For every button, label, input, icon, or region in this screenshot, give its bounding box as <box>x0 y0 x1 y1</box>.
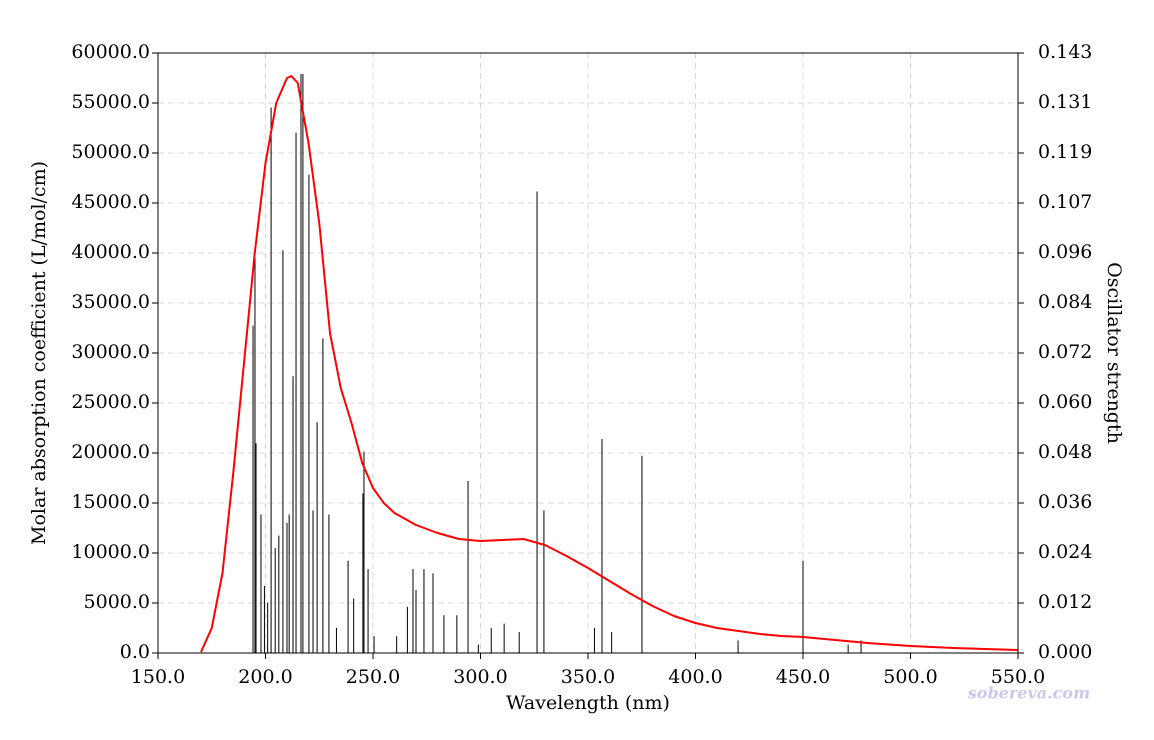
y2-tick-label: 0.143 <box>1038 41 1092 63</box>
x-tick-label: 500.0 <box>883 666 937 688</box>
y2-tick-label: 0.119 <box>1038 141 1092 163</box>
x-tick-label: 350.0 <box>561 666 615 688</box>
y2-tick-label: 0.107 <box>1038 191 1092 213</box>
y2-tick-label: 0.084 <box>1038 291 1092 313</box>
y2-tick-label: 0.072 <box>1038 341 1092 363</box>
y2-tick-label: 0.012 <box>1038 591 1092 613</box>
x-tick-label: 150.0 <box>131 666 185 688</box>
y-tick-label: 60000.0 <box>71 41 150 63</box>
x-tick-label: 250.0 <box>346 666 400 688</box>
y2-tick-label: 0.048 <box>1038 441 1092 463</box>
y2-tick-label: 0.060 <box>1038 391 1092 413</box>
x-tick-label: 200.0 <box>238 666 292 688</box>
spectrum-line <box>200 75 1019 653</box>
y-tick-label: 35000.0 <box>71 291 150 313</box>
y-tick-label: 10000.0 <box>71 541 150 563</box>
y2-axis-title: Oscillator strength <box>1103 262 1125 444</box>
x-tick-label: 300.0 <box>453 666 507 688</box>
y2-tick-label: 0.000 <box>1038 641 1092 663</box>
y2-tick-label: 0.131 <box>1038 91 1092 113</box>
y-tick-label: 55000.0 <box>71 91 150 113</box>
y-tick-label: 20000.0 <box>71 441 150 463</box>
y2-tick-label: 0.024 <box>1038 541 1092 563</box>
y-tick-label: 30000.0 <box>71 341 150 363</box>
x-tick-label: 450.0 <box>776 666 830 688</box>
y-tick-label: 50000.0 <box>71 141 150 163</box>
y-axis-title: Molar absorption coefficient (L/mol/cm) <box>28 161 50 545</box>
y-tick-label: 15000.0 <box>71 491 150 513</box>
y-tick-label: 25000.0 <box>71 391 150 413</box>
watermark: sobereva.com <box>967 684 1090 703</box>
x-axis-title: Wavelength (nm) <box>506 692 670 714</box>
y2-tick-label: 0.096 <box>1038 241 1092 263</box>
y-tick-label: 0.0 <box>120 641 150 663</box>
y-tick-label: 45000.0 <box>71 191 150 213</box>
plot-frame <box>157 52 1019 654</box>
y-tick-label: 40000.0 <box>71 241 150 263</box>
y2-tick-label: 0.036 <box>1038 491 1092 513</box>
x-tick-label: 400.0 <box>668 666 722 688</box>
y-tick-label: 5000.0 <box>84 591 150 613</box>
x-tick-label: 550.0 <box>991 666 1045 688</box>
